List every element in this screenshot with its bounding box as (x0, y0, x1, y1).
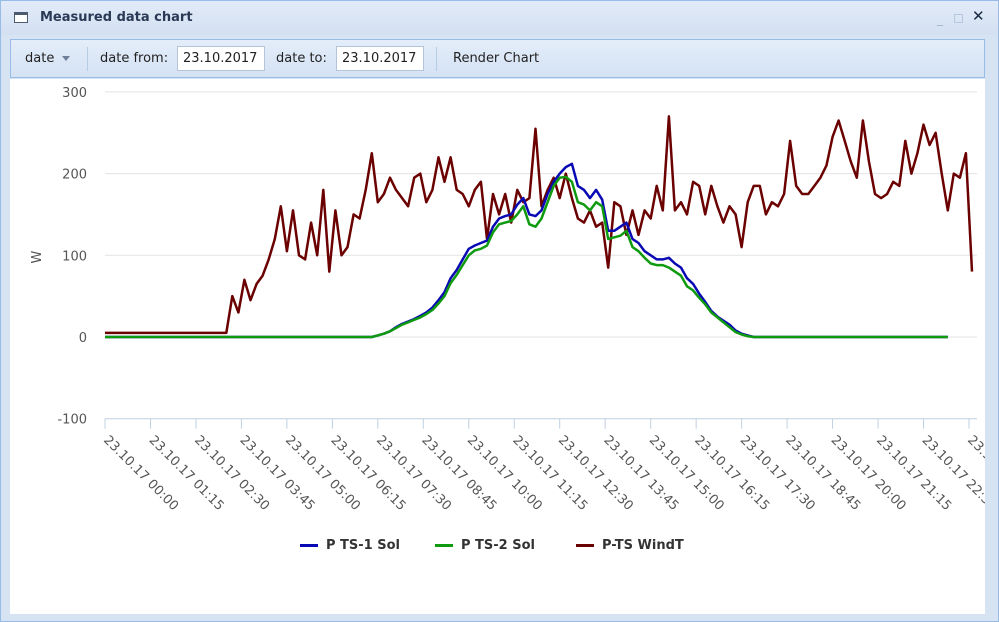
date-to-input[interactable]: 23.10.2017 (336, 46, 424, 71)
window-icon (14, 12, 28, 23)
legend-swatch (435, 544, 453, 547)
legend-swatch (576, 544, 594, 547)
date-from-input[interactable]: 23.10.2017 (177, 46, 265, 71)
legend-item-ts2[interactable]: P TS-2 Sol (435, 538, 535, 553)
close-icon[interactable]: ✕ (972, 7, 985, 25)
legend-item-ts1[interactable]: P TS-1 Sol (300, 538, 400, 553)
y-tick-label: -100 (57, 413, 87, 428)
y-tick-label: 200 (62, 168, 87, 183)
legend-label: P TS-2 Sol (461, 538, 536, 553)
legend-label: P-TS WindT (602, 538, 684, 553)
toolbar-separator (436, 47, 437, 71)
maximize-icon[interactable] (954, 14, 963, 23)
series-line-p-ts-1-sol (105, 162, 948, 339)
chevron-down-icon (62, 56, 71, 61)
chart-area: 300 200 100 0 -100 W 23.10.17 00:00 23.10.17 01… (10, 79, 985, 614)
legend-swatch (300, 544, 318, 547)
y-tick-label: 0 (79, 331, 87, 346)
legend-label: P TS-1 Sol (326, 538, 401, 553)
render-chart-button[interactable]: Render Chart (453, 51, 540, 66)
toolbar-separator (87, 47, 88, 71)
date-from-label: date from: (100, 51, 169, 66)
y-axis-title: W (30, 250, 45, 263)
series-line-p-ts-2-sol (105, 175, 948, 339)
mode-select-value: date (25, 51, 55, 66)
minimize-icon[interactable]: _ (937, 12, 943, 26)
y-tick-label: 100 (62, 249, 87, 264)
title-bar[interactable]: Measured data chart _ ✕ (1, 1, 998, 35)
legend-item-wind[interactable]: P-TS WindT (576, 538, 684, 553)
mode-select[interactable]: date (25, 51, 71, 66)
y-tick-label: 300 (62, 86, 87, 101)
series-line-p-ts-windt (105, 115, 974, 335)
toolbar: date date from: 23.10.2017 date to: 23.1… (10, 39, 985, 78)
date-to-label: date to: (276, 51, 327, 66)
window-title: Measured data chart (40, 10, 193, 25)
